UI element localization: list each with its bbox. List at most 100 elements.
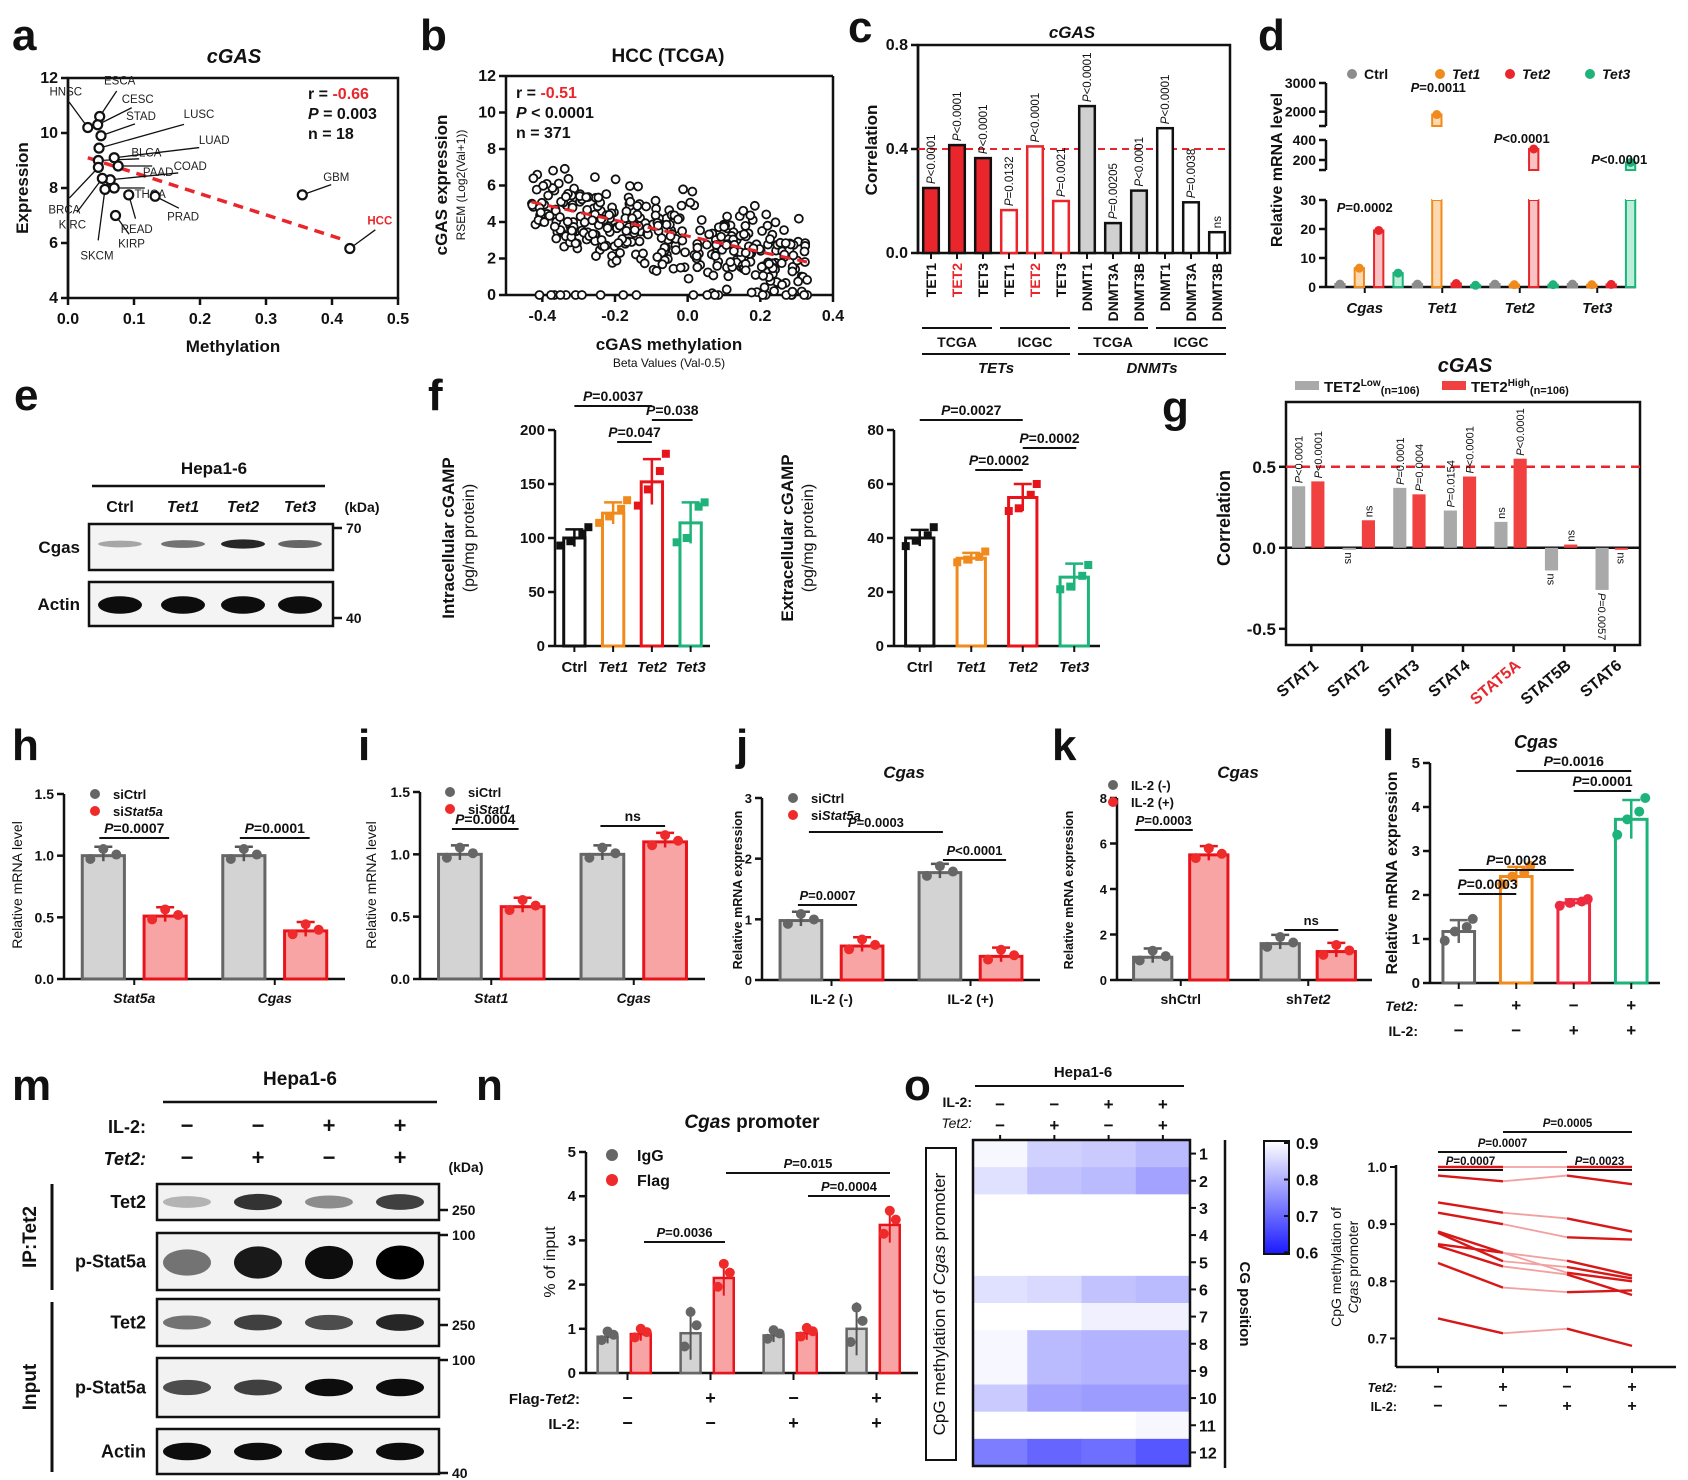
bar <box>1443 510 1457 548</box>
heatmap-cell <box>1027 1438 1082 1467</box>
heatmap-cell <box>1027 1194 1082 1222</box>
data-point <box>795 1331 806 1342</box>
data-point <box>802 275 813 285</box>
cg-position-label: 10 <box>1199 1391 1217 1408</box>
condition-value: − <box>995 1116 1005 1135</box>
data-point <box>1509 280 1519 290</box>
panel-f-chart-2: 0 20 40 60 80 Ctrl Tet1 Tet2 Tet3 Extracellular c… <box>778 402 1100 676</box>
significance-label: P=0.0007 <box>104 820 165 836</box>
data-point <box>534 290 545 300</box>
colorbar-label: 0.6 <box>1296 1246 1318 1263</box>
bar <box>1613 817 1649 985</box>
chart-title: Cgas <box>883 763 925 782</box>
data-point <box>757 290 768 300</box>
panel-e-blot: Hepa1-6 Ctrl Tet1 Tet2 Tet3 (kDa) Cgas Actin 70 4… <box>38 459 380 628</box>
leader-line <box>110 172 179 181</box>
condition-value: + <box>1498 1379 1507 1396</box>
data-point <box>691 1320 702 1331</box>
data-point <box>719 221 730 232</box>
heatmap-cell <box>973 1303 1028 1331</box>
series-line <box>1437 1242 1504 1254</box>
colorbar-label: 0.7 <box>1296 1209 1318 1226</box>
legend-label: siCtrl <box>811 791 844 806</box>
data-point <box>1634 806 1645 817</box>
data-point <box>576 290 587 300</box>
y-tick-label: 0.7 <box>1368 1330 1388 1346</box>
condition-value: − <box>622 1413 633 1433</box>
series-line <box>1437 1261 1504 1289</box>
data-point <box>762 220 773 231</box>
p-value-label: P<0.0001 <box>1465 426 1477 473</box>
significance-label: ns <box>1304 913 1319 928</box>
blot-band <box>305 1442 353 1461</box>
heatmap-cell <box>1081 1275 1137 1304</box>
significance-label: P=0.0003 <box>848 815 904 830</box>
panel-label-l: l <box>1382 721 1394 770</box>
data-point <box>539 217 550 228</box>
data-point <box>694 502 703 511</box>
significance-label: P=0.0002 <box>969 452 1030 468</box>
data-point <box>625 196 636 207</box>
panel-j-bar: Cgas 0 1 2 3 IL-2 (-) IL-2 (+) siCtrl siStat5a Re… <box>731 763 1040 1007</box>
data-point <box>808 914 819 925</box>
blot-group-label: Input <box>20 1363 41 1410</box>
data-point <box>1275 932 1286 943</box>
y-tick-label: 5 <box>568 1144 576 1161</box>
series-line <box>1437 1231 1504 1263</box>
series-line <box>1502 1211 1568 1220</box>
data-point <box>675 262 686 273</box>
blot-row-label: Tet2 <box>110 1313 146 1333</box>
series-line <box>1566 1289 1633 1294</box>
stats-box: r = -0.66 P = 0.003 n = 18 <box>308 86 377 143</box>
bar <box>878 1223 901 1375</box>
cg-position-label: 1 <box>1199 1147 1208 1164</box>
data-point <box>225 853 236 864</box>
colorbar-label: 0.9 <box>1296 1136 1318 1153</box>
condition-label: IL-2: <box>108 1117 146 1137</box>
legend-marker <box>445 804 455 814</box>
bar <box>1077 104 1097 255</box>
condition-value: + <box>705 1388 716 1408</box>
significance-label: P=0.0002 <box>1019 430 1080 446</box>
x-tick-label: Cgas <box>258 990 292 1006</box>
data-point <box>795 908 806 919</box>
data-point <box>647 840 658 851</box>
data-point <box>160 904 171 915</box>
data-point <box>601 189 612 200</box>
data-point <box>1160 951 1171 962</box>
condition-value: + <box>1627 1379 1636 1396</box>
data-point <box>1335 279 1345 289</box>
data-point <box>712 260 723 271</box>
legend-marker <box>1108 797 1118 807</box>
y-tick-label: 0.8 <box>886 37 908 54</box>
x-tick-label: 0.5 <box>387 311 409 328</box>
blot-band <box>163 1196 211 1208</box>
x-axis-label: Methylation <box>186 337 280 356</box>
heatmap-cell <box>1135 1248 1191 1277</box>
heatmap-cell <box>973 1357 1028 1385</box>
y-tick-label: 6 <box>49 235 58 252</box>
heatmap-cell <box>1081 1248 1137 1277</box>
y-tick-label: 20 <box>1300 221 1316 237</box>
supergroup-label: DNMTs <box>1126 360 1177 377</box>
condition-value: − <box>1511 1021 1521 1040</box>
data-point <box>591 251 601 261</box>
panel-label-m: m <box>12 1061 51 1110</box>
data-point <box>996 944 1007 955</box>
p-value-label: P=0.0154 <box>1445 460 1457 507</box>
data-point <box>1078 571 1087 580</box>
data-point <box>1471 280 1481 290</box>
legend-marker <box>1505 69 1515 79</box>
data-point <box>562 216 573 227</box>
heatmap-cell <box>1081 1411 1137 1440</box>
panel-k-bar: Cgas 0 2 4 6 8 shCtrl shTet2 IL-2 (-) IL-2 (+) Rel… <box>1062 763 1372 1007</box>
y-axis-label: Expression <box>13 142 32 234</box>
data-point <box>313 924 324 935</box>
heatmap-cell <box>1135 1221 1191 1250</box>
point-label: COAD <box>174 161 207 173</box>
data-point <box>1134 955 1145 966</box>
data-point <box>680 247 690 258</box>
p-value-label: P=0.0011 <box>1411 80 1466 95</box>
data-point <box>1084 561 1093 569</box>
data-point <box>696 215 707 225</box>
